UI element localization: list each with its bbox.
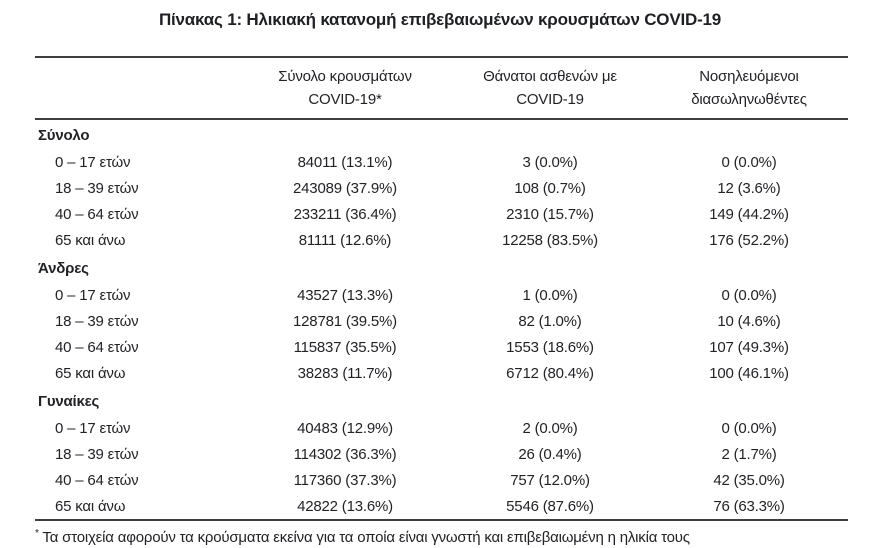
col-header-cases: Σύνολο κρουσμάτων COVID-19*	[240, 65, 450, 111]
deaths-cell: 6712 (80.4%)	[506, 364, 594, 382]
table-row: 0 – 17 ετών 84011 (13.1%) 3 (0.0%) 0 (0.0%)	[35, 149, 848, 175]
section-label: Γυναίκες	[38, 393, 100, 410]
cases-cell: 81111 (12.6%)	[298, 231, 392, 249]
footnote-text: Τα στοιχεία αφορούν τα κρούσματα εκείνα …	[42, 529, 690, 546]
age-cell: 0 – 17 ετών	[55, 286, 131, 304]
intubated-cell: 107 (49.3%)	[709, 338, 789, 356]
table-row: 40 – 64 ετών 115837 (35.5%) 1553 (18.6%) 10…	[35, 334, 848, 360]
intubated-cell: 149 (44.2%)	[709, 205, 789, 223]
col-header-intubated-line2: διασωληνωθέντες	[691, 91, 807, 108]
intubated-cell: 2 (1.7%)	[721, 445, 777, 463]
table-row: 18 – 39 ετών 114302 (36.3%) 26 (0.4%) 2 (1.…	[35, 441, 848, 467]
deaths-cell: 12258 (83.5%)	[502, 231, 598, 249]
table-row: 18 – 39 ετών 243089 (37.9%) 108 (0.7%) 12 (…	[35, 175, 848, 201]
table-title: Πίνακας 1: Ηλικιακή κατανομή επιβεβαιωμέ…	[158, 10, 722, 29]
cases-cell: 233211 (36.4%)	[293, 205, 397, 223]
age-cell: 65 και άνω	[55, 497, 126, 515]
table-row: 65 και άνω 42822 (13.6%) 5546 (87.6%) 76 (6…	[35, 493, 848, 519]
col-header-intubated: Νοσηλευόμενοι διασωληνωθέντες	[650, 65, 848, 111]
age-cell: 40 – 64 ετών	[55, 471, 139, 489]
deaths-cell: 82 (1.0%)	[518, 312, 582, 330]
deaths-cell: 3 (0.0%)	[522, 153, 578, 171]
intubated-cell: 176 (52.2%)	[709, 231, 789, 249]
deaths-cell: 1553 (18.6%)	[506, 338, 594, 356]
intubated-cell: 42 (35.0%)	[713, 471, 785, 489]
cases-cell: 115837 (35.5%)	[293, 338, 397, 356]
intubated-cell: 100 (46.1%)	[709, 364, 789, 382]
age-cell: 40 – 64 ετών	[55, 338, 139, 356]
table-header-row: Σύνολο κρουσμάτων COVID-19* Θάνατοι ασθε…	[35, 58, 848, 120]
intubated-cell: 0 (0.0%)	[721, 419, 777, 437]
intubated-cell: 12 (3.6%)	[717, 179, 781, 197]
col-header-intubated-line1: Νοσηλευόμενοι	[699, 68, 799, 85]
age-cell: 0 – 17 ετών	[55, 153, 131, 171]
cases-cell: 84011 (13.1%)	[297, 153, 393, 171]
cases-cell: 243089 (37.9%)	[293, 179, 397, 197]
age-cell: 18 – 39 ετών	[55, 179, 139, 197]
deaths-cell: 1 (0.0%)	[522, 286, 578, 304]
age-cell: 65 και άνω	[55, 231, 126, 249]
cases-cell: 38283 (11.7%)	[297, 364, 393, 382]
table-row: 18 – 39 ετών 128781 (39.5%) 82 (1.0%) 10 (4…	[35, 308, 848, 334]
deaths-cell: 2 (0.0%)	[522, 419, 578, 437]
col-header-cases-line1: Σύνολο κρουσμάτων	[278, 68, 412, 85]
col-header-cases-line2: COVID-19*	[308, 91, 382, 108]
deaths-cell: 108 (0.7%)	[514, 179, 586, 197]
deaths-cell: 5546 (87.6%)	[506, 497, 594, 515]
covid-age-table: Σύνολο κρουσμάτων COVID-19* Θάνατοι ασθε…	[35, 56, 848, 521]
section-label: Σύνολο	[38, 127, 90, 144]
intubated-cell: 0 (0.0%)	[721, 286, 777, 304]
table-row: 40 – 64 ετών 233211 (36.4%) 2310 (15.7%) 14…	[35, 201, 848, 227]
age-cell: 65 και άνω	[55, 364, 126, 382]
intubated-cell: 0 (0.0%)	[721, 153, 777, 171]
intubated-cell: 76 (63.3%)	[713, 497, 785, 515]
table-row: 0 – 17 ετών 40483 (12.9%) 2 (0.0%) 0 (0.0%)	[35, 415, 848, 441]
cases-cell: 42822 (13.6%)	[297, 497, 393, 515]
table-row: 40 – 64 ετών 117360 (37.3%) 757 (12.0%) 42 …	[35, 467, 848, 493]
cases-cell: 128781 (39.5%)	[293, 312, 397, 330]
age-cell: 40 – 64 ετών	[55, 205, 139, 223]
deaths-cell: 2310 (15.7%)	[506, 205, 594, 223]
table-row: 65 και άνω 38283 (11.7%) 6712 (80.4%) 100 (…	[35, 360, 848, 386]
col-header-deaths-line1: Θάνατοι ασθενών με	[483, 68, 617, 85]
col-header-deaths-line2: COVID-19	[516, 91, 584, 108]
cases-cell: 117360 (37.3%)	[293, 471, 397, 489]
intubated-cell: 10 (4.6%)	[717, 312, 781, 330]
table-footnote: * Τα στοιχεία αφορούν τα κρούσματα εκείν…	[35, 521, 848, 546]
table-row: 65 και άνω 81111 (12.6%) 12258 (83.5%) 176 …	[35, 227, 848, 253]
table-row: 0 – 17 ετών 43527 (13.3%) 1 (0.0%) 0 (0.0%)	[35, 282, 848, 308]
footnote-asterisk: *	[35, 528, 39, 539]
section-label: Άνδρες	[38, 260, 89, 277]
age-cell: 18 – 39 ετών	[55, 445, 139, 463]
deaths-cell: 26 (0.4%)	[518, 445, 582, 463]
col-header-deaths: Θάνατοι ασθενών με COVID-19	[450, 65, 650, 111]
age-cell: 0 – 17 ετών	[55, 419, 131, 437]
col-header-empty	[35, 65, 240, 111]
cases-cell: 43527 (13.3%)	[297, 286, 393, 304]
cases-cell: 40483 (12.9%)	[297, 419, 393, 437]
cases-cell: 114302 (36.3%)	[293, 445, 397, 463]
table-body: Σύνολο 0 – 17 ετών 84011 (13.1%) 3 (0.0%) 0 …	[35, 122, 848, 519]
deaths-cell: 757 (12.0%)	[510, 471, 590, 489]
age-cell: 18 – 39 ετών	[55, 312, 139, 330]
